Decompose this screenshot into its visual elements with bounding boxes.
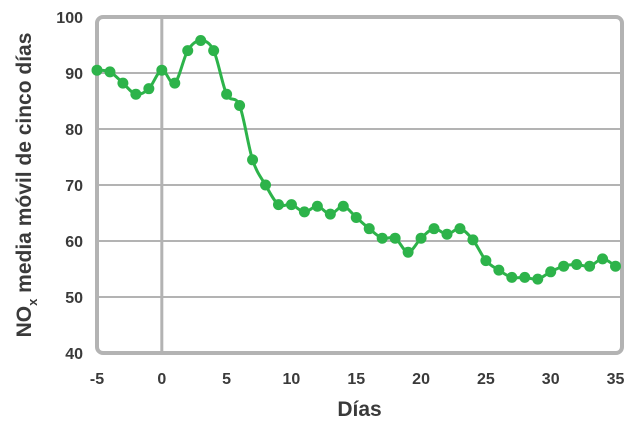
data-point: [428, 223, 440, 235]
data-point: [597, 253, 609, 265]
data-point: [389, 232, 401, 244]
x-tick-label: 20: [412, 371, 430, 388]
data-point: [208, 45, 220, 57]
y-tick-label: 90: [65, 66, 83, 83]
x-tick-labels: -5 0 5 10 15 20 25 30 35: [90, 371, 625, 388]
data-point: [298, 206, 310, 218]
data-point: [104, 66, 116, 78]
data-point: [519, 271, 531, 283]
data-point: [545, 266, 557, 278]
y-tick-label: 40: [65, 346, 83, 363]
data-point: [272, 199, 284, 211]
data-point: [467, 234, 479, 246]
x-tick-label: 10: [283, 371, 301, 388]
y-tick-labels: 40 50 60 70 80 90 100: [56, 10, 83, 363]
data-point: [571, 259, 583, 271]
data-point: [415, 232, 427, 244]
data-point: [156, 64, 168, 76]
data-point: [350, 211, 362, 223]
x-tick-label: 35: [607, 371, 625, 388]
data-point: [402, 246, 414, 258]
data-point: [324, 208, 336, 220]
data-point: [610, 260, 622, 272]
x-tick-label: 5: [222, 371, 231, 388]
data-point: [130, 88, 142, 100]
data-point: [532, 273, 544, 285]
data-point: [260, 179, 272, 191]
y-tick-label: 100: [56, 10, 83, 27]
data-point: [584, 260, 596, 272]
data-point: [91, 64, 103, 76]
data-point: [247, 154, 259, 166]
data-point: [506, 271, 518, 283]
x-tick-label: 25: [477, 371, 495, 388]
y-axis-title-rest: media móvil de cinco días: [13, 33, 36, 299]
data-point: [221, 88, 233, 100]
plot-frame: [95, 15, 624, 355]
y-tick-label: 70: [65, 178, 83, 195]
y-axis-title: NOx media móvil de cinco días: [13, 33, 40, 338]
data-point: [311, 200, 323, 212]
data-point: [558, 260, 570, 272]
data-point: [285, 199, 297, 211]
gridlines: [97, 72, 622, 298]
x-tick-label: 30: [542, 371, 560, 388]
data-point: [493, 264, 505, 276]
data-point: [182, 45, 194, 57]
data-point: [376, 232, 388, 244]
x-tick-label: 0: [157, 371, 166, 388]
data-point: [337, 200, 349, 212]
y-axis-title-subscript: x: [25, 298, 40, 306]
series-group: [91, 35, 622, 285]
series-line: [96, 39, 617, 281]
data-point: [454, 223, 466, 235]
x-tick-label: 15: [347, 371, 365, 388]
data-point: [143, 83, 155, 95]
data-point: [169, 77, 181, 89]
x-axis-title: Días: [337, 398, 381, 421]
data-point: [480, 255, 492, 267]
data-point: [234, 99, 246, 111]
data-point: [441, 228, 453, 240]
data-point: [363, 223, 375, 235]
x-tick-label: -5: [90, 371, 104, 388]
data-point: [117, 77, 129, 89]
data-point: [195, 35, 207, 47]
y-axis-title-prefix: NO: [13, 306, 36, 338]
y-tick-label: 50: [65, 290, 83, 307]
y-tick-label: 80: [65, 122, 83, 139]
y-tick-label: 60: [65, 234, 83, 251]
